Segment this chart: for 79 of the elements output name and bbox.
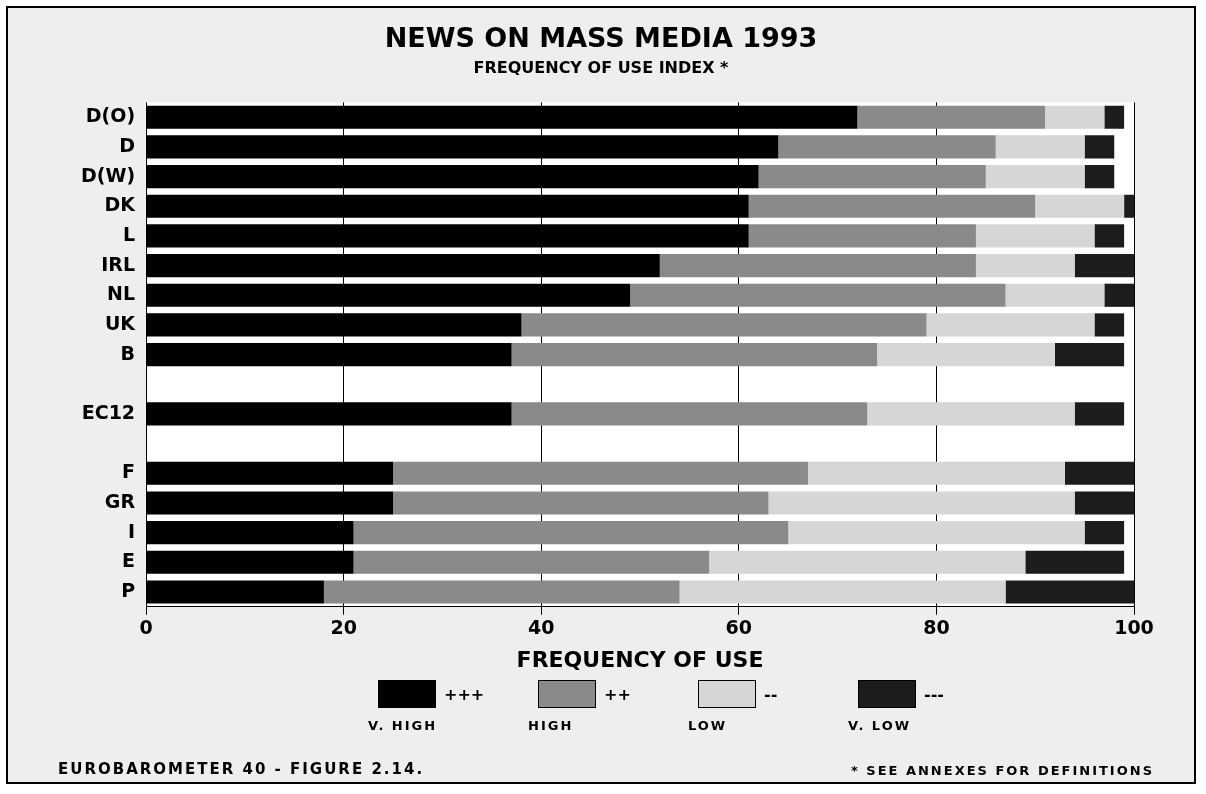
bar bbox=[1005, 580, 1134, 604]
x-tick-label: 40 bbox=[528, 616, 555, 639]
bar bbox=[807, 461, 1065, 485]
y-tick-label: NL bbox=[107, 282, 136, 305]
text: V. HIGH bbox=[368, 718, 438, 733]
bar bbox=[521, 313, 927, 337]
bar bbox=[1084, 521, 1125, 545]
bar bbox=[1045, 105, 1105, 129]
bar bbox=[1054, 343, 1125, 367]
x-tick-label: 0 bbox=[139, 616, 153, 639]
bar bbox=[511, 343, 878, 367]
chart-subtitle: FREQUENCY OF USE INDEX * bbox=[472, 58, 730, 77]
y-tick-label: D(O) bbox=[85, 104, 136, 127]
bar bbox=[630, 283, 1006, 307]
x-tick-label: 20 bbox=[330, 616, 357, 639]
bar bbox=[1035, 194, 1125, 218]
x-axis-title: FREQUENCY OF USE bbox=[516, 646, 764, 672]
bar bbox=[1074, 491, 1134, 515]
bar bbox=[1005, 283, 1105, 307]
legend-label: +++ bbox=[444, 684, 485, 704]
bar bbox=[857, 105, 1046, 129]
bar bbox=[323, 580, 680, 604]
y-tick-label: DK bbox=[104, 193, 137, 216]
bar bbox=[1104, 105, 1125, 129]
legend-label: ++ bbox=[604, 684, 631, 704]
bar bbox=[1084, 165, 1115, 189]
y-tick-label: L bbox=[122, 222, 136, 245]
x-tick-label: 100 bbox=[1114, 616, 1154, 639]
bar bbox=[975, 254, 1075, 278]
text: HIGH bbox=[528, 718, 574, 733]
bar bbox=[353, 550, 710, 574]
bar bbox=[788, 521, 1085, 545]
text: * SEE ANNEXES FOR DEFINITIONS bbox=[850, 763, 1154, 778]
bar bbox=[748, 194, 1036, 218]
bar bbox=[877, 343, 1055, 367]
bar bbox=[1094, 224, 1125, 248]
text: LOW bbox=[688, 718, 728, 733]
legend-label: --- bbox=[924, 684, 944, 704]
bar bbox=[926, 313, 1095, 337]
bar bbox=[393, 491, 769, 515]
bar bbox=[1104, 283, 1134, 307]
bar bbox=[1084, 135, 1115, 159]
text: EUROBAROMETER 40 - FIGURE 2.14. bbox=[58, 760, 425, 778]
y-tick-label: F bbox=[122, 460, 136, 483]
bar bbox=[709, 550, 1026, 574]
y-tick-label: B bbox=[120, 341, 136, 364]
bar bbox=[1074, 402, 1125, 426]
bar bbox=[511, 402, 868, 426]
bar bbox=[679, 580, 1006, 604]
y-tick-label: D bbox=[119, 133, 136, 156]
bar bbox=[1094, 313, 1125, 337]
bar bbox=[867, 402, 1075, 426]
text: V. LOW bbox=[848, 718, 912, 733]
y-tick-label: GR bbox=[104, 489, 136, 512]
x-tick-label: 80 bbox=[923, 616, 950, 639]
bar bbox=[768, 491, 1075, 515]
bar bbox=[1124, 194, 1134, 218]
bar bbox=[1074, 254, 1134, 278]
bar bbox=[1064, 461, 1134, 485]
x-tick-label: 60 bbox=[725, 616, 753, 639]
y-tick-label: UK bbox=[104, 311, 137, 334]
bar bbox=[393, 461, 808, 485]
y-tick-label: P bbox=[121, 578, 136, 601]
bar bbox=[995, 135, 1085, 159]
bar bbox=[1025, 550, 1125, 574]
y-tick-label: I bbox=[128, 519, 136, 542]
bar bbox=[659, 254, 976, 278]
y-tick-label: IRL bbox=[101, 252, 136, 275]
legend-label: -- bbox=[764, 684, 778, 704]
bar bbox=[778, 135, 996, 159]
chart-title: NEWS ON MASS MEDIA 1993 bbox=[383, 22, 819, 53]
bar bbox=[975, 224, 1095, 248]
y-tick-label: E bbox=[122, 549, 136, 572]
bar bbox=[353, 521, 789, 545]
y-tick-label: EC12 bbox=[81, 400, 136, 423]
bar bbox=[758, 165, 986, 189]
bar bbox=[985, 165, 1085, 189]
bar bbox=[748, 224, 976, 248]
y-tick-label: D(W) bbox=[80, 163, 136, 186]
